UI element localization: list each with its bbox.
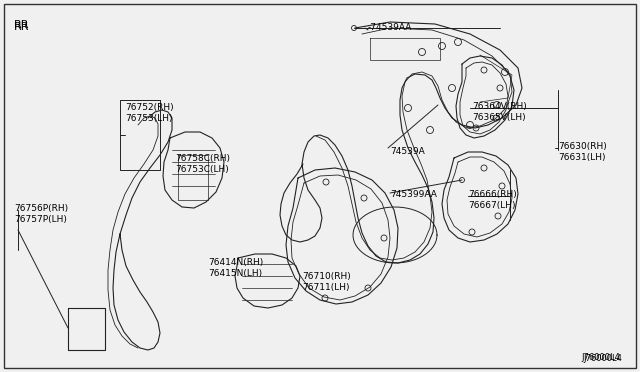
Text: 76414N(RH)
76415N(LH): 76414N(RH) 76415N(LH) xyxy=(208,258,263,278)
Text: 76364V(RH)
76365V(LH): 76364V(RH) 76365V(LH) xyxy=(472,102,527,122)
Text: 76630(RH)
76631(LH): 76630(RH) 76631(LH) xyxy=(558,142,607,162)
Text: 76758C(RH)
76753C(LH): 76758C(RH) 76753C(LH) xyxy=(175,154,230,174)
Text: 74539A: 74539A xyxy=(390,147,425,156)
Text: 76752(RH)
76753(LH): 76752(RH) 76753(LH) xyxy=(125,103,173,123)
Text: 76756P(RH)
76757P(LH): 76756P(RH) 76757P(LH) xyxy=(14,204,68,224)
Text: RR: RR xyxy=(14,22,29,32)
Text: J76000L4: J76000L4 xyxy=(581,353,620,362)
Text: -74539AA: -74539AA xyxy=(368,23,412,32)
Text: 76710(RH)
76711(LH): 76710(RH) 76711(LH) xyxy=(302,272,351,292)
Text: RR: RR xyxy=(14,20,29,30)
Text: J76000L4: J76000L4 xyxy=(583,354,622,363)
Text: 76666(RH)
76667(LH): 76666(RH) 76667(LH) xyxy=(468,190,516,210)
Text: 745399AA: 745399AA xyxy=(390,190,437,199)
